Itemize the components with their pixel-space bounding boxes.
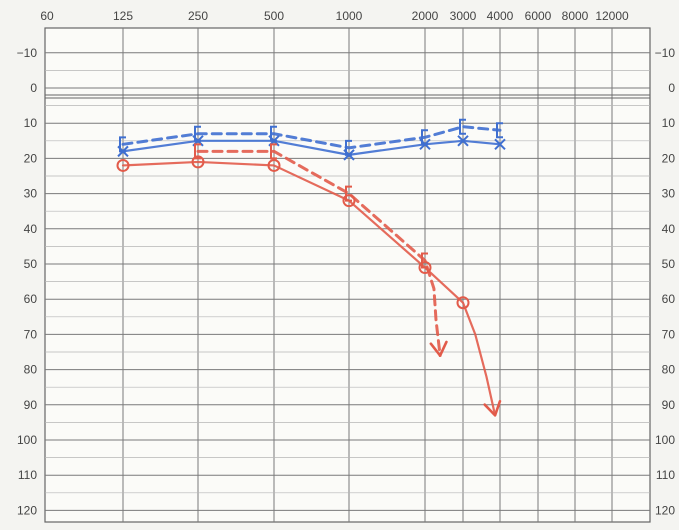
data-point [116,158,130,172]
data-point [270,143,277,160]
y-tick-label-left: 70 [24,327,38,341]
no-response-arrow [429,340,448,357]
y-tick-label-right: 50 [662,257,676,271]
x-tick-label: 8000 [562,9,589,23]
y-tick-label-right: 30 [662,187,676,201]
data-point [194,125,201,142]
data-point [459,118,466,135]
y-tick-label-left: 90 [24,398,38,412]
series-line [196,149,442,358]
x-tick-label: 2000 [412,9,439,23]
y-axis-left-tick-labels: −10 0 10 20 30 40 50 60 70 80 90 100 110 120 [17,46,38,518]
y-tick-label-right: −10 [655,46,676,60]
y-tick-label-left: 60 [24,292,38,306]
x-tick-label: 1000 [336,9,363,23]
x-tick-label: 60 [40,9,54,23]
y-tick-label-left: 20 [24,151,38,165]
data-point [456,296,470,310]
data-point [457,135,469,147]
data-point [191,155,205,169]
x-tick-label: 6000 [525,9,552,23]
data-point [267,158,281,172]
y-tick-label-left: 80 [24,363,38,377]
y-tick-label-left: 110 [18,468,37,482]
y-tick-label-left: 120 [17,503,37,517]
y-tick-label-left: 50 [24,257,38,271]
x-tick-label: 12000 [595,9,629,23]
data-point [494,138,506,151]
x-tick-label: 125 [113,9,133,23]
y-tick-label-left: 10 [24,116,38,130]
x-axis-tick-labels: 60 125 250 500 1000 2000 3000 4000 6000 8000 12000 [40,9,629,23]
data-point [421,252,428,269]
y-tick-label-right: 0 [668,81,675,95]
y-tick-label-right: 40 [662,222,676,236]
data-point [345,139,352,156]
chart-series [116,118,506,417]
y-tick-label-left: 0 [30,81,37,95]
y-tick-label-left: 40 [24,222,38,236]
y-tick-label-right: 10 [662,116,676,130]
y-tick-label-right: 110 [656,468,675,482]
y-tick-label-right: 70 [662,327,676,341]
no-response-arrow [483,399,502,417]
x-tick-label: 4000 [487,9,514,23]
y-tick-label-right: 120 [655,503,675,517]
data-point [194,143,201,160]
x-tick-label: 3000 [450,9,477,23]
y-tick-label-left: 30 [24,187,38,201]
y-tick-label-left: −10 [17,46,38,60]
series-left_bone [119,118,503,156]
y-tick-label-right: 60 [662,292,676,306]
chart-grid [44,27,651,523]
x-tick-label: 250 [188,9,208,23]
data-point [345,185,352,202]
y-tick-label-left: 100 [17,433,37,447]
data-point [270,125,277,142]
data-point [421,129,428,146]
x-tick-label: 500 [264,9,284,23]
y-tick-label-right: 20 [662,151,676,165]
series-right_bone [194,143,448,358]
y-axis-right-tick-labels: −10 0 10 20 30 40 50 60 70 80 90 100 110 120 [655,46,676,518]
plot-area [44,27,651,523]
data-point [342,194,356,208]
data-point [119,136,126,153]
series-line [121,125,502,150]
y-tick-label-right: 80 [662,363,676,377]
data-point [496,122,503,139]
y-tick-label-right: 100 [655,433,675,447]
y-tick-label-right: 90 [662,398,676,412]
